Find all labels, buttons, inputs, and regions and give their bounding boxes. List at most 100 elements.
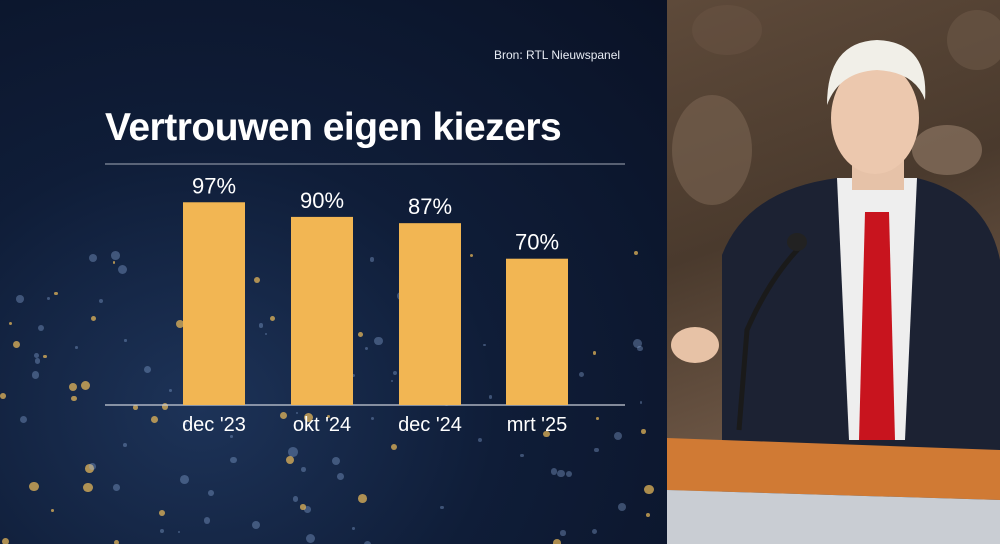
bokeh-dot [112,260,116,264]
bokeh-dot [133,405,138,410]
bokeh-dot [71,395,77,402]
bokeh-dot [184,422,188,426]
red-tie [859,212,895,440]
bokeh-dot [111,250,121,260]
chart-title: Vertrouwen eigen kiezers [105,106,562,149]
bokeh-dot [565,470,573,478]
bar-chart: 97% dec '23 90% okt '24 87% dec '24 70% mrt '25 [105,163,625,436]
bokeh-dot [363,541,371,544]
bokeh-dot [279,411,287,420]
bokeh-dot [258,323,264,328]
bokeh-dot [251,521,260,530]
bokeh-dot [369,257,375,262]
bokeh-dot [89,462,97,470]
bokeh-dot [51,509,55,512]
bokeh-dot [560,530,566,536]
bokeh-dot [358,494,367,503]
x-tick-label: dec '23 [182,414,246,436]
face [831,62,919,174]
bokeh-dot [2,537,10,544]
bokeh-dot [161,403,169,410]
bokeh-dot [292,496,299,503]
bokeh-dot [28,481,39,492]
bokeh-dot [644,484,654,495]
bokeh-dot [578,371,584,377]
bokeh-dot [68,383,77,392]
bokeh-dot [124,339,127,342]
bokeh-dot [169,389,172,393]
bokeh-dot [143,365,151,374]
bokeh-dot [352,527,355,530]
bokeh-dot [618,502,627,511]
bokeh-dot [151,416,159,424]
stone-shape [912,125,982,175]
bokeh-dot [75,346,78,350]
bokeh-dot [483,344,486,347]
bokeh-dot [8,322,12,326]
bar [291,216,353,405]
x-tick-label: dec '24 [398,414,462,436]
bokeh-dot [641,429,647,434]
bokeh-dot [543,430,550,437]
microphone-icon [787,233,807,251]
bokeh-dot [113,484,120,491]
bokeh-dot [300,503,306,510]
bokeh-dot [596,417,600,420]
bokeh-dot [352,373,356,377]
bokeh-dot [34,353,39,359]
bokeh-dot [358,332,363,337]
bokeh-dot [327,414,331,418]
bokeh-dot [304,412,314,422]
bar-value-label: 87% [408,194,452,219]
bar-value-label: 97% [192,173,236,198]
bokeh-dot [90,315,97,322]
bokeh-dot [83,483,93,493]
bokeh-dot [47,297,50,301]
x-tick-label: mrt '25 [507,414,568,436]
bokeh-dot [113,539,120,544]
bokeh-dot [16,295,24,304]
bokeh-dot [478,437,483,443]
bokeh-dot [230,456,237,464]
bokeh-dot [253,276,260,283]
bokeh-dot [557,469,565,478]
bokeh-dot [12,341,20,348]
bokeh-dot [301,467,306,472]
bokeh-dot [374,336,383,346]
bokeh-dot [270,315,276,321]
bokeh-dot [592,351,597,356]
bokeh-dot [371,416,375,420]
bokeh-dot [594,447,599,453]
bokeh-dot [390,379,394,383]
stone-shape [947,10,1000,70]
hand [671,327,719,363]
bokeh-dot [159,509,165,516]
bokeh-dot [84,464,94,473]
bokeh-dot [208,490,215,496]
photo-illustration [667,5,1000,544]
bokeh-dot [230,435,233,439]
bokeh-dot [645,512,650,517]
bokeh-dot [364,347,369,351]
stone-shape [672,95,752,205]
bar-value-label: 90% [300,188,344,213]
bokeh-dot [99,299,104,304]
bokeh-dot [80,380,91,391]
bokeh-dot [304,506,311,514]
bokeh-dot [0,393,6,399]
bokeh-dot [176,319,185,328]
lectern-top [667,438,1000,500]
bokeh-dot [180,475,190,485]
lectern-base [667,490,1000,544]
hair [827,40,926,105]
bokeh-dot [488,394,493,399]
bokeh-dot [203,516,211,524]
bokeh-dot [122,443,127,448]
bokeh-dot [633,339,643,349]
bokeh-dot [295,411,298,414]
bokeh-dot [177,531,180,534]
bokeh-dot [520,453,524,458]
speaker-photo [667,0,1000,544]
bokeh-dot [552,539,561,544]
bokeh-dot [633,250,639,256]
